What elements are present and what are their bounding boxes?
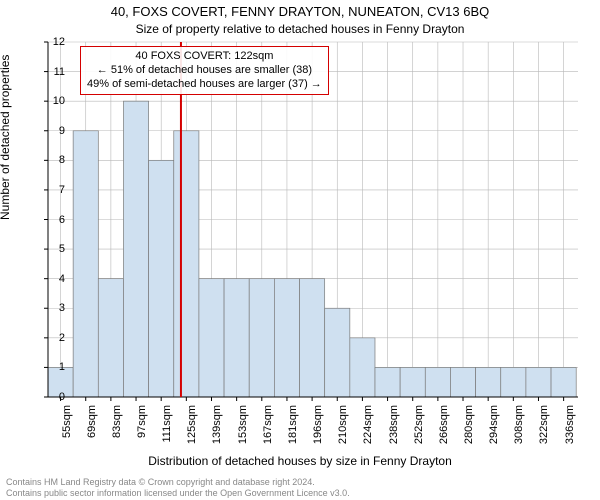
x-axis-label: Distribution of detached houses by size … — [0, 454, 600, 468]
footer-line2: Contains public sector information licen… — [6, 488, 350, 498]
y-tick-label: 12 — [5, 36, 65, 48]
y-tick-label: 7 — [5, 184, 65, 196]
x-tick-label: 308sqm — [513, 405, 525, 453]
y-tick-label: 1 — [5, 361, 65, 373]
annotation-line1: 40 FOXS COVERT: 122sqm — [87, 50, 322, 64]
x-tick-label: 210sqm — [337, 405, 349, 453]
y-tick-label: 10 — [5, 95, 65, 107]
x-tick-label: 111sqm — [161, 405, 173, 453]
x-tick-label: 181sqm — [287, 405, 299, 453]
x-tick-label: 167sqm — [262, 405, 274, 453]
y-tick-label: 4 — [5, 273, 65, 285]
y-tick-label: 11 — [5, 66, 65, 78]
marker-annotation: 40 FOXS COVERT: 122sqm ← 51% of detached… — [80, 46, 329, 95]
page-subtitle: Size of property relative to detached ho… — [0, 22, 600, 36]
attribution-footer: Contains HM Land Registry data © Crown c… — [6, 477, 350, 498]
page-title: 40, FOXS COVERT, FENNY DRAYTON, NUNEATON… — [0, 4, 600, 19]
x-tick-label: 97sqm — [136, 405, 148, 453]
y-tick-label: 0 — [5, 391, 65, 403]
x-tick-label: 196sqm — [312, 405, 324, 453]
x-tick-label: 69sqm — [86, 405, 98, 453]
x-tick-label: 266sqm — [438, 405, 450, 453]
footer-line1: Contains HM Land Registry data © Crown c… — [6, 477, 350, 487]
x-tick-label: 153sqm — [237, 405, 249, 453]
x-tick-label: 252sqm — [413, 405, 425, 453]
y-tick-label: 5 — [5, 243, 65, 255]
x-tick-label: 55sqm — [61, 405, 73, 453]
x-tick-label: 224sqm — [362, 405, 374, 453]
annotation-line2: ← 51% of detached houses are smaller (38… — [87, 64, 322, 78]
y-tick-label: 6 — [5, 214, 65, 226]
x-tick-label: 322sqm — [538, 405, 550, 453]
y-tick-label: 2 — [5, 332, 65, 344]
y-tick-label: 3 — [5, 302, 65, 314]
x-tick-label: 294sqm — [488, 405, 500, 453]
y-tick-label: 8 — [5, 154, 65, 166]
x-tick-label: 336sqm — [564, 405, 576, 453]
y-tick-label: 9 — [5, 125, 65, 137]
annotation-line3: 49% of semi-detached houses are larger (… — [87, 78, 322, 92]
x-tick-label: 139sqm — [211, 405, 223, 453]
x-tick-label: 83sqm — [111, 405, 123, 453]
x-tick-label: 238sqm — [388, 405, 400, 453]
x-tick-label: 280sqm — [463, 405, 475, 453]
x-tick-label: 125sqm — [186, 405, 198, 453]
histogram-chart — [48, 42, 578, 397]
